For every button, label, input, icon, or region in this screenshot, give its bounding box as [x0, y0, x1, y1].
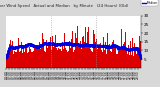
Text: Milwaukee Weather Wind Speed   Actual and Median   by Minute   (24 Hours) (Old): Milwaukee Weather Wind Speed Actual and … — [0, 4, 129, 8]
Legend: Actual, Median: Actual, Median — [141, 0, 158, 6]
